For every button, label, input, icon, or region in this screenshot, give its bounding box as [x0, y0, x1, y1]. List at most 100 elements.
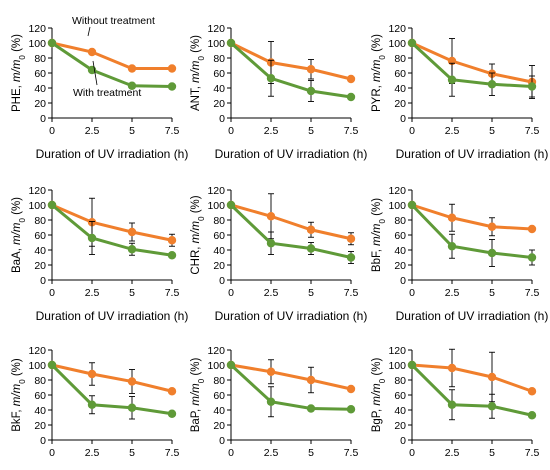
- y-tick-label: 40: [213, 83, 225, 95]
- y-tick-label: 40: [34, 83, 46, 95]
- y-axis-label-part: (%): [190, 358, 202, 379]
- y-tick-label: 20: [213, 260, 225, 272]
- y-tick-label: 120: [388, 185, 406, 197]
- x-tick-label: 7.5: [165, 447, 180, 459]
- y-axis-label: ANT, m/m0 (%): [190, 35, 206, 111]
- y-axis-label-part: /: [371, 67, 383, 73]
- data-point: [487, 402, 497, 411]
- y-axis-label-part: /: [11, 392, 23, 398]
- series-line-2: [229, 203, 352, 259]
- y-axis-label-part: BkF,: [11, 406, 23, 432]
- y-tick-label: 60: [34, 230, 46, 242]
- y-axis-label-part: m: [11, 396, 23, 406]
- y-tick-label: 20: [213, 98, 225, 110]
- y-tick-label: 0: [400, 435, 406, 447]
- label-leader-line: [92, 60, 98, 86]
- data-point: [407, 200, 417, 210]
- data-point: [87, 233, 97, 243]
- data-point: [306, 404, 316, 413]
- y-axis-label-part: PYR,: [371, 82, 383, 112]
- data-point: [527, 253, 537, 262]
- x-tick-label: 7.5: [165, 287, 180, 299]
- x-tick-label: 7.5: [344, 287, 359, 299]
- data-point: [127, 227, 137, 237]
- x-tick-label: 2.5: [264, 287, 279, 299]
- x-tick-label: 0: [228, 447, 234, 459]
- y-tick-label: 0: [40, 113, 46, 125]
- y-tick-label: 40: [213, 245, 225, 257]
- series-label-with-treatment: With treatment: [73, 87, 141, 99]
- x-tick-label: 7.5: [525, 447, 540, 459]
- chart-panel-4: 0 20 40 60 80 100 120 0 2.5 5 7.5 Duration of UV ir…: [11, 185, 188, 323]
- y-tick-label: 100: [28, 38, 46, 50]
- y-tick-label: 120: [207, 23, 225, 35]
- data-point: [266, 74, 276, 83]
- chart-panel-1: 0 20 40 60 80 100 120 0 2.5 5 7.5 Duration of UV ir…: [11, 15, 188, 161]
- data-point: [306, 244, 316, 253]
- data-point: [407, 38, 417, 48]
- x-tick-label: 2.5: [85, 287, 100, 299]
- chart-panel-3: 0 20 40 60 80 100 120 0 2.5 5 7.5 Duration of UV ir…: [371, 23, 548, 161]
- y-tick-label: 60: [394, 68, 406, 80]
- y-tick-label: 20: [394, 98, 406, 110]
- series-line-1: [230, 203, 352, 241]
- data-point: [127, 64, 137, 73]
- y-axis-label-part: m: [190, 60, 202, 70]
- y-axis-label-part: 0: [18, 218, 27, 223]
- y-axis-label-part: m: [371, 396, 383, 406]
- series-line-2: [229, 363, 352, 411]
- label-leader-line: [87, 26, 91, 37]
- y-tick-label: 80: [34, 375, 46, 387]
- y-tick-label: 80: [213, 53, 225, 65]
- data-point: [127, 81, 137, 90]
- y-tick-label: 20: [34, 420, 46, 432]
- y-axis-label-part: (%): [371, 198, 383, 219]
- y-tick-label: 20: [394, 420, 406, 432]
- data-point: [226, 200, 236, 210]
- data-point: [527, 82, 537, 91]
- series-line-1: [411, 41, 533, 84]
- y-axis-label: CHR, m/m0 (%): [190, 195, 206, 274]
- y-tick-label: 100: [207, 360, 225, 372]
- data-point: [447, 213, 457, 222]
- data-point: [47, 360, 57, 370]
- data-point: [487, 80, 497, 89]
- y-axis-label-part: ANT,: [190, 83, 202, 111]
- y-axis-label-part: 0: [18, 55, 27, 60]
- data-point: [447, 242, 457, 251]
- y-axis-label-part: 0: [378, 218, 387, 223]
- y-axis-label-part: /: [371, 231, 383, 237]
- series-line-1: [51, 203, 173, 242]
- x-tick-label: 0: [49, 125, 55, 137]
- y-axis-label: BgP, m/m0 (%): [371, 358, 387, 433]
- data-point: [47, 200, 57, 210]
- y-axis-label-part: 0: [378, 378, 387, 383]
- y-tick-label: 60: [213, 68, 225, 80]
- y-axis-label-part: m: [11, 72, 23, 82]
- y-tick-label: 40: [34, 245, 46, 257]
- x-tick-label: 5: [129, 287, 135, 299]
- y-tick-label: 0: [40, 435, 46, 447]
- x-tick-label: 5: [308, 287, 314, 299]
- y-tick-label: 120: [388, 345, 406, 357]
- y-tick-label: 80: [394, 53, 406, 65]
- y-axis-label-part: CHR,: [190, 243, 202, 274]
- data-point: [167, 251, 177, 260]
- y-axis-label-part: m: [371, 383, 383, 393]
- y-axis-label-part: m: [190, 396, 202, 406]
- y-tick-label: 100: [207, 200, 225, 212]
- data-point: [346, 234, 356, 243]
- data-point: [167, 409, 177, 418]
- series-line-2: [51, 41, 173, 88]
- y-tick-label: 80: [34, 53, 46, 65]
- x-axis-label: Duration of UV irradiation (h): [36, 309, 189, 323]
- x-axis-label: Duration of UV irradiation (h): [215, 147, 368, 161]
- x-tick-label: 0: [228, 287, 234, 299]
- data-point: [306, 375, 316, 385]
- series-label-without-treatment: Without treatment: [72, 15, 155, 27]
- x-tick-label: 0: [409, 447, 415, 459]
- x-tick-label: 0: [409, 125, 415, 137]
- y-tick-label: 0: [400, 275, 406, 287]
